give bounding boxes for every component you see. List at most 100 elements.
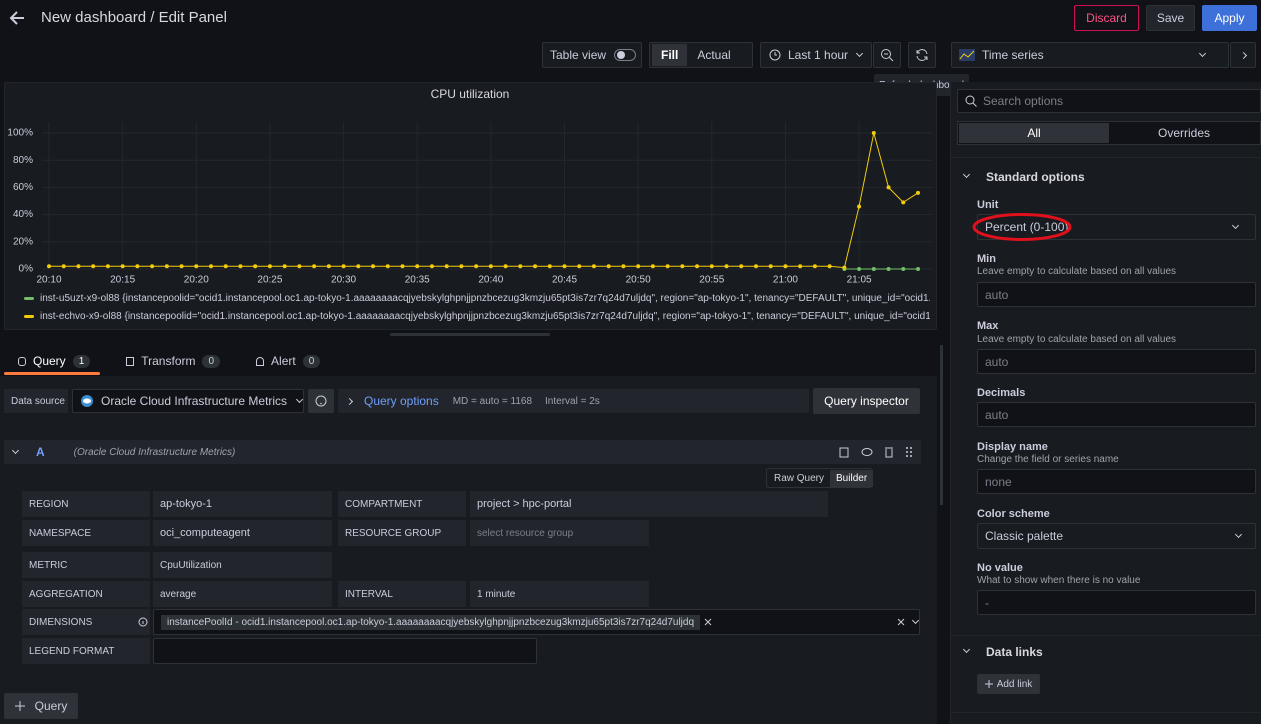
data-point <box>164 264 169 269</box>
unit: Percent (0-100) <box>985 220 1069 234</box>
resize-handle[interactable] <box>390 333 550 336</box>
legend-swatch <box>24 314 34 318</box>
zoom-out[interactable] <box>873 42 901 68</box>
x-tick-label: 20:15 <box>110 275 135 286</box>
add-query[interactable]: Query <box>4 693 78 719</box>
actual-option[interactable]: Actual <box>697 48 731 62</box>
y-tick-label: 20% <box>13 236 33 247</box>
field-label: AGGREGATION <box>22 581 150 607</box>
data-point <box>179 264 184 269</box>
table-view-label: Table view <box>550 48 607 62</box>
data-source: Oracle Cloud Infrastructure Metrics <box>101 394 288 408</box>
data-point <box>503 264 508 269</box>
dimensions-input[interactable]: instancePoolId - ocid1.instancepool.oc1.… <box>153 609 920 635</box>
search-placeholder: Search options <box>983 94 1064 108</box>
min-input[interactable]: auto <box>977 282 1256 307</box>
collapse-options[interactable] <box>1230 42 1256 68</box>
field-label: DIMENSIONS <box>22 609 150 635</box>
data-point <box>739 264 744 269</box>
field-placeholder[interactable]: select resource group <box>470 520 649 546</box>
overrides-tab[interactable]: Overrides <box>1157 126 1210 140</box>
save-button[interactable]: Save <box>1146 5 1195 31</box>
data-point <box>474 264 479 269</box>
time-picker[interactable]: Last 1 hour <box>760 42 872 68</box>
discard-button[interactable]: Discard <box>1074 5 1139 31</box>
decimals-input[interactable]: auto <box>977 402 1256 427</box>
query-options-bar[interactable]: Query options MD = auto = 1168 Interval = … <box>338 389 809 413</box>
x-tick-label: 20:35 <box>405 275 430 286</box>
field-label: RESOURCE GROUP <box>338 520 466 546</box>
field-value[interactable]: CpuUtilization <box>153 552 332 578</box>
interval-info: Interval = 2s <box>545 395 600 407</box>
query-actions[interactable] <box>838 445 918 459</box>
tab-icon <box>126 356 135 366</box>
raw-query[interactable]: Raw Query <box>774 472 825 484</box>
data-point <box>371 264 376 269</box>
color-scheme-picker[interactable]: Classic palette <box>977 523 1256 549</box>
data-point <box>326 264 331 269</box>
field-value[interactable]: average <box>153 581 332 607</box>
data-point <box>916 267 920 271</box>
add-link[interactable]: Add link <box>977 674 1040 694</box>
y-tick-label: 0% <box>19 264 34 275</box>
field-value[interactable]: oci_computeagent <box>153 520 332 546</box>
fill-actual: Fill Actual <box>649 42 753 68</box>
data-point <box>901 267 906 271</box>
builder[interactable]: Builder <box>830 469 874 487</box>
unit-picker[interactable]: Percent (0-100) <box>977 214 1256 240</box>
add-link-label: Add link <box>996 678 1033 690</box>
data-point <box>47 264 51 269</box>
data-point <box>886 185 891 190</box>
data-point <box>429 264 434 269</box>
tab-icon <box>18 356 26 366</box>
tab[interactable]: Transform 0 <box>112 350 221 372</box>
tab-label: Transform <box>141 354 196 368</box>
field-value[interactable]: ap-tokyo-1 <box>153 491 332 517</box>
field-value[interactable]: project > hpc-portal <box>470 491 828 517</box>
legend-label: inst-u5uzt-x9-ol88 {instancepoolid="ocid… <box>40 292 930 304</box>
data-point <box>871 131 876 135</box>
dimensions-label: DIMENSIONS <box>29 616 93 628</box>
field-label: METRIC <box>22 552 150 578</box>
fill-option[interactable]: Fill <box>652 44 688 66</box>
clock-icon <box>769 49 781 61</box>
tab-count: 0 <box>202 354 221 368</box>
data-point <box>61 264 66 269</box>
data-point <box>857 204 862 209</box>
data-point <box>518 264 523 269</box>
x-tick-label: 20:55 <box>699 275 724 286</box>
refresh-button[interactable] <box>908 42 936 68</box>
display-name-input[interactable]: none <box>977 469 1256 494</box>
data-point <box>253 264 258 269</box>
data-source-picker[interactable]: Oracle Cloud Infrastructure Metrics <box>72 389 304 413</box>
data-point <box>753 264 758 269</box>
highlight-annotation <box>972 213 1072 241</box>
tab[interactable]: Alert 0 <box>242 350 321 372</box>
help-button[interactable] <box>308 389 334 413</box>
query-ref: A <box>36 445 45 459</box>
field-value[interactable]: 1 minute <box>470 581 649 607</box>
data-point <box>341 264 346 269</box>
search-options[interactable]: Search options <box>957 89 1261 113</box>
data-point <box>297 264 302 269</box>
series-line <box>49 132 919 269</box>
back-arrow[interactable] <box>8 9 26 27</box>
query-inspector[interactable]: Query inspector <box>813 388 920 414</box>
legend-format-input[interactable] <box>153 638 537 664</box>
x-tick-label: 20:50 <box>626 275 651 286</box>
data-point <box>709 264 714 269</box>
data-point <box>916 190 920 195</box>
data-point <box>798 264 803 269</box>
option-description: Change the field or series name <box>977 454 1119 465</box>
panel <box>4 82 937 330</box>
table-view-toggle[interactable]: Table view <box>542 42 642 68</box>
data-point <box>636 264 641 269</box>
data-point <box>606 264 611 269</box>
data-point <box>591 264 596 269</box>
max-input[interactable]: auto <box>977 349 1256 374</box>
all-tab[interactable]: All <box>959 123 1109 143</box>
no-value-input[interactable]: - <box>977 590 1256 615</box>
apply-button[interactable]: Apply <box>1202 5 1257 31</box>
tab[interactable]: Query 1 <box>4 350 91 372</box>
visualization-picker[interactable]: Time series <box>951 42 1229 68</box>
